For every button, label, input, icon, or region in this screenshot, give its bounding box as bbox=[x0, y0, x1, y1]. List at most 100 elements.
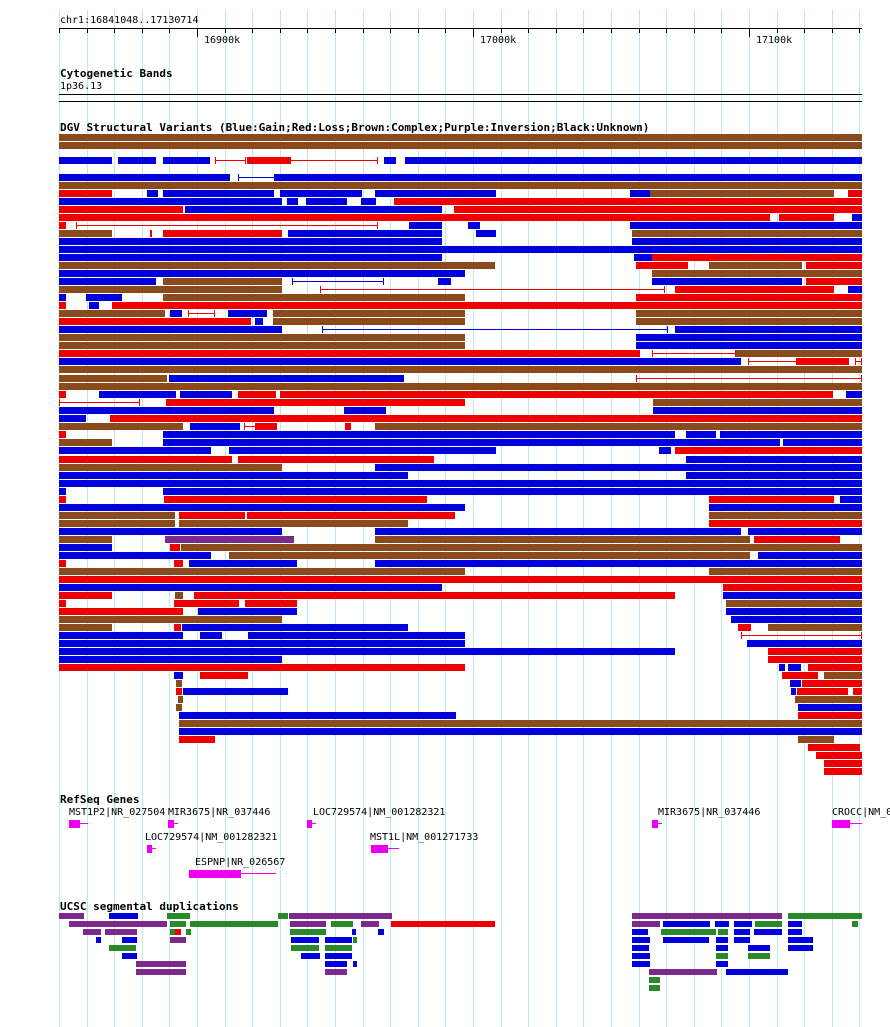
dgv-variant[interactable] bbox=[59, 286, 282, 293]
dgv-variant[interactable] bbox=[853, 688, 862, 695]
dgv-variant[interactable] bbox=[169, 375, 238, 382]
dgv-variant[interactable] bbox=[675, 447, 862, 454]
gene-exon[interactable] bbox=[69, 820, 80, 828]
dgv-variant[interactable] bbox=[176, 688, 182, 695]
segdup-feature[interactable] bbox=[167, 913, 190, 919]
dgv-variant[interactable] bbox=[59, 318, 251, 325]
dgv-variant[interactable] bbox=[783, 439, 862, 446]
dgv-variant[interactable] bbox=[165, 536, 294, 543]
dgv-variant[interactable] bbox=[174, 624, 181, 631]
dgv-variant-end[interactable] bbox=[861, 632, 862, 639]
segdup-feature[interactable] bbox=[649, 977, 660, 983]
dgv-variant-connector[interactable] bbox=[292, 281, 384, 282]
dgv-variant[interactable] bbox=[59, 520, 175, 527]
dgv-variant[interactable] bbox=[163, 230, 282, 237]
dgv-variant[interactable] bbox=[179, 520, 408, 527]
dgv-variant[interactable] bbox=[636, 342, 862, 349]
dgv-variant[interactable] bbox=[59, 512, 175, 519]
dgv-variant[interactable] bbox=[59, 190, 112, 197]
dgv-variant[interactable] bbox=[59, 584, 442, 591]
segdup-feature[interactable] bbox=[361, 921, 379, 927]
dgv-variant[interactable] bbox=[848, 190, 862, 197]
segdup-feature[interactable] bbox=[325, 953, 352, 959]
dgv-variant[interactable] bbox=[59, 544, 112, 551]
dgv-variant[interactable] bbox=[112, 302, 862, 309]
segdup-feature[interactable] bbox=[59, 913, 84, 919]
dgv-variant[interactable] bbox=[176, 680, 182, 687]
segdup-feature[interactable] bbox=[715, 921, 729, 927]
dgv-variant-connector[interactable] bbox=[290, 160, 378, 161]
dgv-variant-end[interactable] bbox=[215, 157, 216, 164]
dgv-variant-connector[interactable] bbox=[748, 361, 797, 362]
gene-exon[interactable] bbox=[652, 820, 658, 828]
dgv-variant[interactable] bbox=[59, 592, 112, 599]
segdup-feature[interactable] bbox=[734, 937, 750, 943]
dgv-variant[interactable] bbox=[652, 270, 862, 277]
gene-exon[interactable] bbox=[168, 820, 174, 828]
dgv-variant[interactable] bbox=[846, 391, 862, 398]
dgv-variant-end[interactable] bbox=[214, 310, 215, 317]
dgv-variant[interactable] bbox=[306, 198, 347, 205]
dgv-variant[interactable] bbox=[247, 157, 290, 164]
dgv-variant[interactable] bbox=[652, 254, 862, 261]
dgv-variant[interactable] bbox=[147, 190, 158, 197]
segdup-feature[interactable] bbox=[632, 929, 648, 935]
dgv-variant[interactable] bbox=[630, 222, 862, 229]
gene-label[interactable]: CROCC|NM_0 bbox=[832, 807, 890, 818]
dgv-variant[interactable] bbox=[194, 592, 675, 599]
dgv-variant[interactable] bbox=[245, 600, 297, 607]
segdup-feature[interactable] bbox=[632, 921, 660, 927]
dgv-variant[interactable] bbox=[174, 600, 239, 607]
dgv-variant-connector[interactable] bbox=[741, 635, 862, 636]
dgv-variant[interactable] bbox=[736, 350, 862, 357]
dgv-variant-end[interactable] bbox=[292, 278, 293, 285]
dgv-variant[interactable] bbox=[280, 391, 833, 398]
segdup-feature[interactable] bbox=[632, 945, 649, 951]
gene-label[interactable]: MIR3675|NR_037446 bbox=[168, 807, 271, 818]
dgv-variant[interactable] bbox=[824, 760, 862, 767]
segdup-feature[interactable] bbox=[109, 913, 138, 919]
dgv-variant[interactable] bbox=[747, 640, 862, 647]
dgv-variant-end[interactable] bbox=[76, 222, 77, 229]
dgv-variant[interactable] bbox=[659, 447, 671, 454]
dgv-variant[interactable] bbox=[375, 536, 750, 543]
dgv-variant[interactable] bbox=[59, 214, 770, 221]
dgv-variant[interactable] bbox=[634, 254, 652, 261]
dgv-variant[interactable] bbox=[636, 318, 862, 325]
dgv-variant-connector[interactable] bbox=[188, 313, 215, 314]
dgv-variant[interactable] bbox=[89, 302, 99, 309]
dgv-variant-connector[interactable] bbox=[238, 177, 275, 178]
dgv-variant[interactable] bbox=[59, 552, 211, 559]
dgv-variant[interactable] bbox=[848, 286, 862, 293]
dgv-variant[interactable] bbox=[59, 536, 112, 543]
segdup-feature[interactable] bbox=[726, 969, 788, 975]
dgv-variant-end[interactable] bbox=[377, 157, 378, 164]
dgv-variant[interactable] bbox=[179, 736, 215, 743]
segdup-feature[interactable] bbox=[734, 921, 752, 927]
dgv-variant[interactable] bbox=[686, 472, 862, 479]
dgv-variant[interactable] bbox=[59, 270, 465, 277]
dgv-variant[interactable] bbox=[229, 552, 750, 559]
dgv-variant-end[interactable] bbox=[383, 278, 384, 285]
dgv-variant-end[interactable] bbox=[664, 286, 665, 293]
dgv-variant[interactable] bbox=[275, 174, 862, 181]
dgv-variant-end[interactable] bbox=[322, 326, 323, 333]
segdup-feature[interactable] bbox=[325, 937, 352, 943]
dgv-variant[interactable] bbox=[59, 254, 442, 261]
segdup-feature[interactable] bbox=[755, 921, 782, 927]
dgv-variant[interactable] bbox=[409, 222, 442, 229]
segdup-feature[interactable] bbox=[788, 945, 813, 951]
dgv-variant[interactable] bbox=[59, 198, 282, 205]
dgv-variant[interactable] bbox=[99, 391, 176, 398]
dgv-variant[interactable] bbox=[723, 584, 862, 591]
dgv-variant[interactable] bbox=[198, 608, 297, 615]
dgv-variant[interactable] bbox=[59, 624, 112, 631]
dgv-variant[interactable] bbox=[179, 512, 245, 519]
dgv-variant[interactable] bbox=[59, 640, 465, 647]
dgv-variant[interactable] bbox=[110, 415, 862, 422]
dgv-variant-end[interactable] bbox=[139, 399, 140, 406]
dgv-variant[interactable] bbox=[59, 632, 183, 639]
dgv-variant-end[interactable] bbox=[59, 399, 60, 406]
dgv-variant[interactable] bbox=[59, 664, 465, 671]
dgv-variant[interactable] bbox=[59, 334, 465, 341]
